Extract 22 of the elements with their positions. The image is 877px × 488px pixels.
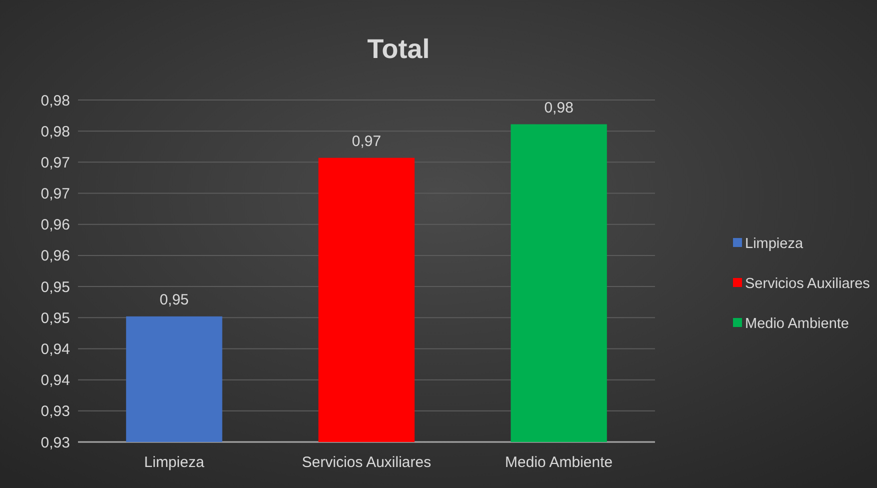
- y-tick-label: 0,93: [40, 434, 70, 452]
- y-tick-label: 0,95: [40, 278, 70, 296]
- y-tick-label: 0,96: [40, 248, 70, 265]
- data-label: 0,97: [352, 132, 382, 150]
- y-tick-label: 0,97: [40, 186, 70, 203]
- y-tick-label: 0,97: [40, 154, 70, 172]
- y-tick-label: 0,94: [40, 340, 70, 358]
- y-tick-label: 0,95: [40, 310, 70, 327]
- legend-label: Limpieza: [745, 236, 804, 252]
- x-tick-label: Medio Ambiente: [505, 454, 613, 471]
- legend-label: Servicios Auxiliares: [745, 276, 870, 292]
- x-tick-label: Limpieza: [144, 454, 205, 471]
- y-tick-label: 0,93: [40, 403, 70, 420]
- chart-title: Total: [367, 34, 430, 64]
- y-tick-label: 0,98: [40, 92, 70, 110]
- y-tick-label: 0,94: [40, 372, 70, 390]
- data-label: 0,95: [160, 291, 189, 308]
- y-tick-label: 0,98: [40, 123, 70, 140]
- x-tick-label: Servicios Auxiliares: [302, 454, 432, 471]
- legend-label: Medio Ambiente: [745, 316, 849, 332]
- data-label: 0,98: [544, 99, 574, 116]
- y-tick-label: 0,96: [40, 216, 70, 234]
